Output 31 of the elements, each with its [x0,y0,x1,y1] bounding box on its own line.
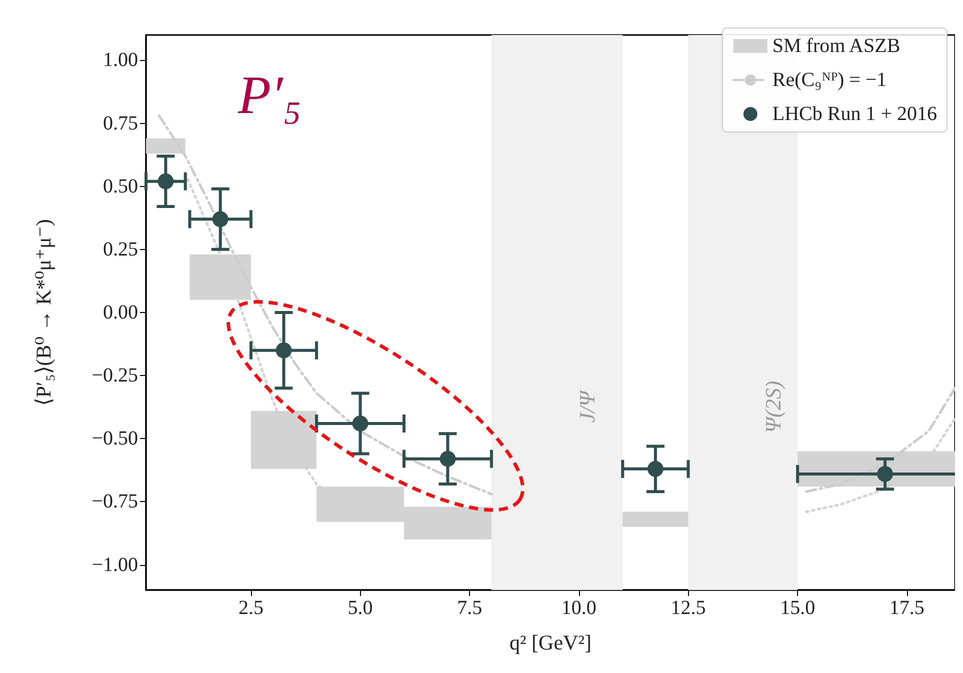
band-label: J/Ψ [574,388,600,423]
point [158,173,174,190]
x-tick-label: 12.5 [670,597,706,619]
y-tick-label: 0.50 [103,175,138,198]
point [877,466,894,482]
y-tick-label: −0.75 [92,490,138,513]
point [212,211,228,228]
x-tick-label: 7.5 [457,597,482,619]
y-tick-label: 0.75 [103,112,138,134]
x-tick-label: 2.5 [238,597,264,619]
point [440,450,456,467]
y-tick-label: 0.00 [103,302,138,324]
y-tick-label: 0.25 [103,238,138,260]
point [647,460,664,477]
legend-label: SM from ASZB [772,35,900,57]
x-tick-label: 15.0 [780,597,816,619]
annotation: P′₅ [237,65,302,125]
x-tick-label: 5.0 [348,597,373,619]
point [352,416,368,432]
legend-label: Re(C₉ᴺᴾ) = −1 [772,69,887,91]
y-tick-label: 1.00 [103,49,138,72]
point [276,342,292,358]
y-tick-label: −0.50 [92,428,138,450]
x-tick-label: 17.5 [889,597,924,619]
y-tick-label: −1.00 [92,554,138,576]
x-axis-title: q² [GeV²] [510,630,592,654]
y-tick-label: −0.25 [92,364,138,387]
band-label: Ψ(2S) [760,380,786,433]
y-axis-title: ⟨P′₅⟩(B⁰ → K*⁰μ⁺μ⁻) [32,219,56,406]
x-tick-label: 10.0 [561,597,596,619]
legend-label: LHCb Run 1 + 2016 [772,103,938,125]
